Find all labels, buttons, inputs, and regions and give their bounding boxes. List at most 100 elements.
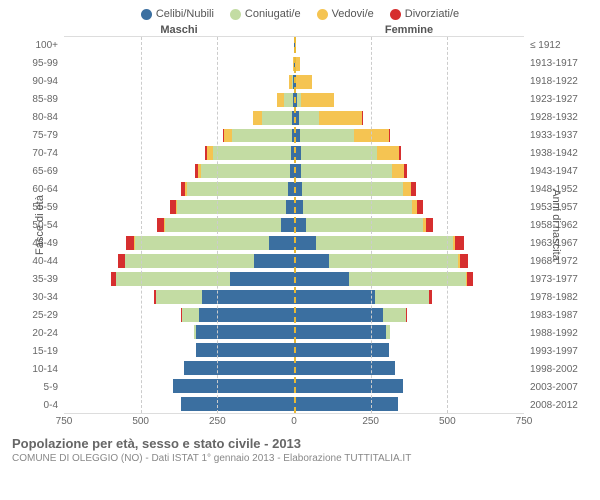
female-half — [294, 288, 524, 306]
x-tick: 0 — [291, 416, 297, 427]
bar-segment — [173, 379, 294, 393]
footer-title: Popolazione per età, sesso e stato civil… — [12, 436, 588, 451]
x-tick: 250 — [362, 416, 379, 427]
birthyear-label: ≤ 1912 — [524, 36, 588, 54]
bar-segment — [383, 308, 406, 322]
bar-segment — [329, 254, 458, 268]
bar — [294, 129, 390, 143]
bar-segment — [404, 164, 407, 178]
male-half — [64, 377, 294, 395]
bar-segment — [196, 343, 294, 357]
bar-segment — [201, 164, 290, 178]
female-half — [294, 109, 524, 127]
female-half — [294, 341, 524, 359]
bar-segment — [296, 75, 311, 89]
x-tick: 500 — [132, 416, 149, 427]
bar — [294, 146, 401, 160]
bar-segment — [406, 308, 407, 322]
center-line — [294, 37, 296, 413]
female-half — [294, 73, 524, 91]
bar-segment — [232, 129, 292, 143]
bar-segment — [156, 290, 202, 304]
bar-segment — [460, 254, 468, 268]
bar-segment — [306, 218, 423, 232]
bar-segment — [294, 290, 375, 304]
age-label: 100+ — [12, 36, 64, 54]
age-label: 75-79 — [12, 126, 64, 144]
bar — [126, 236, 294, 250]
bar-segment — [135, 236, 270, 250]
header-male: Maschi — [64, 24, 294, 36]
age-label: 90-94 — [12, 72, 64, 90]
bar — [294, 397, 398, 411]
bar — [294, 379, 403, 393]
bar-segment — [284, 93, 293, 107]
birthyear-label: 1913-1917 — [524, 54, 588, 72]
bar-segment — [299, 111, 319, 125]
x-tick: 250 — [209, 416, 226, 427]
bar-segment — [230, 272, 294, 286]
birthyear-label: 1943-1947 — [524, 162, 588, 180]
legend: Celibi/NubiliConiugati/eVedovi/eDivorzia… — [12, 8, 588, 20]
female-half — [294, 180, 524, 198]
male-half — [64, 162, 294, 180]
bar-segment — [294, 325, 386, 339]
footer-subtitle: COMUNE DI OLEGGIO (NO) - Dati ISTAT 1° g… — [12, 453, 588, 464]
birthyear-label: 1918-1922 — [524, 72, 588, 90]
bar-segment — [165, 218, 282, 232]
age-label: 95-99 — [12, 54, 64, 72]
legend-item: Coniugati/e — [230, 8, 301, 20]
bar-segment — [157, 218, 164, 232]
bar-segment — [125, 254, 254, 268]
plot-area: Fasce di età 100+95-9990-9485-8980-8475-… — [12, 36, 588, 414]
bar — [173, 379, 294, 393]
birthyear-label: 1983-1987 — [524, 306, 588, 324]
birthyear-label: 1933-1937 — [524, 126, 588, 144]
bar-segment — [301, 164, 391, 178]
male-half — [64, 252, 294, 270]
male-half — [64, 234, 294, 252]
male-half — [64, 144, 294, 162]
bar-segment — [455, 236, 464, 250]
bar-segment — [199, 308, 294, 322]
bar-segment — [426, 218, 433, 232]
bar — [184, 361, 294, 375]
legend-swatch — [317, 9, 328, 20]
birthyear-label: 1988-1992 — [524, 324, 588, 342]
bar — [294, 254, 468, 268]
bar-segment — [277, 93, 284, 107]
age-label: 70-74 — [12, 144, 64, 162]
bar-segment — [294, 397, 398, 411]
female-half — [294, 324, 524, 342]
bar — [277, 93, 294, 107]
x-axis: 7505002500250500750 — [12, 416, 588, 430]
male-half — [64, 359, 294, 377]
bar — [294, 218, 433, 232]
bar-segment — [182, 308, 199, 322]
legend-item: Vedovi/e — [317, 8, 374, 20]
bar — [181, 182, 294, 196]
female-half — [294, 234, 524, 252]
bar-segment — [181, 397, 294, 411]
bar — [194, 325, 294, 339]
bar — [157, 218, 294, 232]
legend-item: Divorziati/e — [390, 8, 459, 20]
bar-segment — [316, 236, 452, 250]
bar — [294, 200, 423, 214]
bar-segment — [187, 182, 288, 196]
bar — [181, 308, 294, 322]
legend-label: Vedovi/e — [332, 8, 374, 20]
female-half — [294, 162, 524, 180]
bar-segment — [177, 200, 286, 214]
bar — [170, 200, 294, 214]
bar-segment — [184, 361, 294, 375]
legend-label: Coniugati/e — [245, 8, 301, 20]
bar-segment — [392, 164, 404, 178]
bar-segment — [411, 182, 416, 196]
male-half — [64, 270, 294, 288]
bar — [294, 361, 395, 375]
bar-segment — [202, 290, 294, 304]
bar — [181, 397, 294, 411]
bar-segment — [417, 200, 423, 214]
female-half — [294, 377, 524, 395]
